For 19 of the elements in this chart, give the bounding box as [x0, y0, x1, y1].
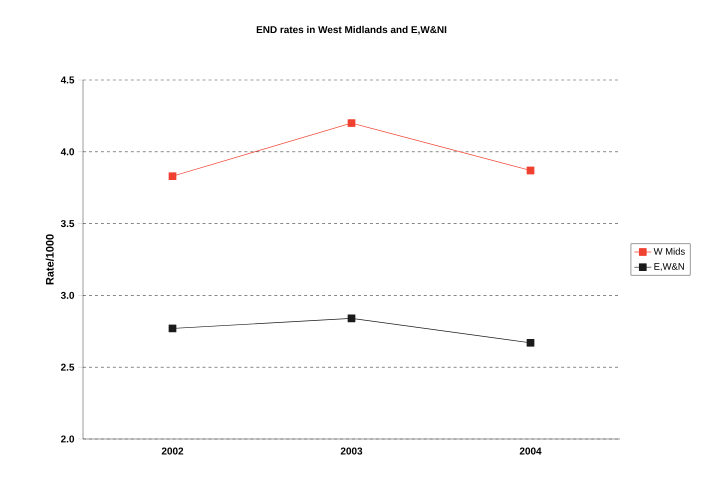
y-tick-label: 4.0	[60, 148, 74, 156]
chart-title: END rates in West Midlands and E,W&NI	[256, 26, 446, 35]
y-tick-label: 2.5	[60, 364, 74, 371]
point	[168, 172, 176, 180]
point	[526, 338, 534, 347]
x-tick-label: 2004	[520, 448, 542, 455]
y-tick-label: 3.0	[60, 292, 74, 299]
y-tick-label: 2.0	[60, 435, 74, 443]
point	[348, 119, 356, 127]
point	[168, 324, 176, 332]
x-tick-label: 2002	[162, 448, 184, 455]
legend-label: W Mids	[654, 248, 685, 255]
point	[348, 314, 356, 322]
y-tick-label: 4.5	[60, 76, 74, 84]
x-tick-label: 2003	[340, 448, 362, 455]
y-axis-title: Rate/1000	[46, 234, 54, 284]
legend-label: E,W&N	[654, 263, 684, 271]
y-tick-label: 3.5	[60, 220, 74, 228]
point	[526, 166, 534, 174]
